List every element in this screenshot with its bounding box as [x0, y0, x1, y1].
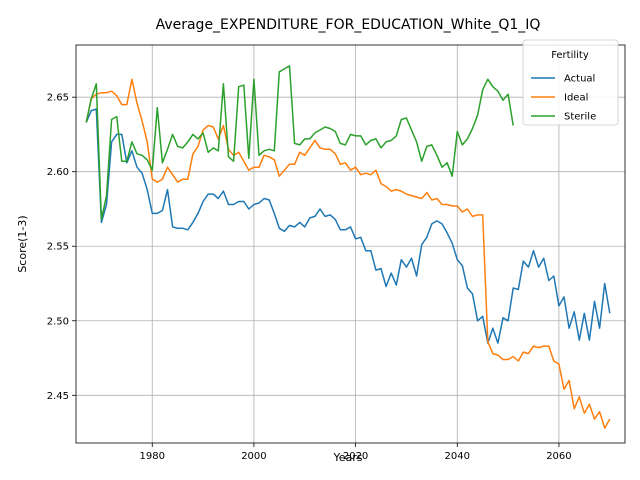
series-line-actual	[85, 108, 611, 344]
x-tick-label: 2020	[343, 451, 368, 462]
series-line-ideal	[85, 78, 611, 429]
x-axis-label: Years	[332, 451, 362, 464]
x-tick-label: 2060	[546, 451, 571, 462]
series-lines	[85, 65, 611, 429]
series-line-sterile	[85, 65, 514, 221]
chart-title: Average_EXPENDITURE_FOR_EDUCATION_White_…	[156, 17, 541, 33]
legend: Fertility Actual Ideal Sterile	[522, 39, 619, 126]
plot-frame	[75, 44, 626, 444]
y-axis-label: Score(1-3)	[16, 215, 29, 272]
y-tick-label: 2.60	[47, 167, 69, 178]
x-tick-label: 1980	[140, 451, 165, 462]
legend-label-sterile: Sterile	[564, 112, 596, 123]
x-tick-label: 2040	[445, 451, 470, 462]
y-tick-label: 2.65	[47, 93, 69, 104]
y-tick-label: 2.45	[47, 391, 69, 402]
legend-label-actual: Actual	[564, 74, 595, 85]
y-axis-ticks: 2.45 2.50 2.55 2.60 2.65	[47, 93, 76, 402]
x-axis-ticks: 1980 2000 2020 2040 2060	[140, 443, 572, 462]
y-tick-label: 2.55	[47, 242, 69, 253]
x-tick-label: 2000	[241, 451, 266, 462]
legend-box	[522, 39, 619, 126]
y-tick-label: 2.50	[47, 316, 69, 327]
legend-title: Fertility	[551, 50, 589, 61]
legend-label-ideal: Ideal	[564, 93, 588, 104]
